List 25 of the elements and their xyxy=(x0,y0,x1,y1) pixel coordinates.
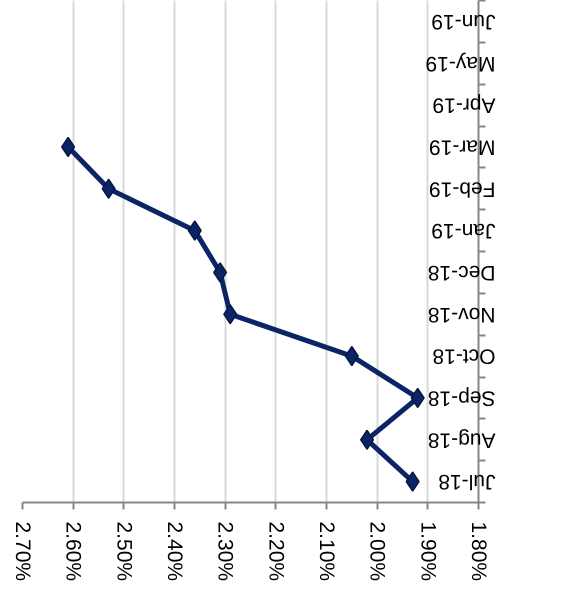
y-tick-label: Feb-19 xyxy=(428,177,496,200)
y-tick-label: Sep-18 xyxy=(428,386,496,410)
y-tick-label: Dec-18 xyxy=(428,260,496,284)
y-tick-label: Nov-18 xyxy=(428,302,496,326)
x-tick-label: 2.20% xyxy=(264,522,288,582)
y-tick-label: Jul-18 xyxy=(438,470,496,494)
y-tick-label: Jun-19 xyxy=(431,10,496,33)
x-tick-label: 2.30% xyxy=(214,522,237,582)
y-tick-label: Apr-19 xyxy=(432,94,496,117)
x-tick-label: 2.00% xyxy=(366,522,389,582)
y-tick-label: Jan-19 xyxy=(431,219,496,242)
point xyxy=(360,430,374,450)
point xyxy=(223,304,238,324)
x-tick-label: 1.80% xyxy=(467,522,490,582)
x-tick-label: 2.50% xyxy=(112,522,136,582)
y-tick-label: Oct-18 xyxy=(432,344,496,368)
y-tick-label: Aug-18 xyxy=(428,428,496,452)
y-tick-label: May-19 xyxy=(425,52,496,75)
point xyxy=(102,178,116,199)
x-tick-label: 2.10% xyxy=(315,522,338,582)
x-tick-label: 1.90% xyxy=(416,522,440,582)
x-tick-label: 2.60% xyxy=(62,522,85,582)
x-tick-label: 2.70% xyxy=(11,522,34,582)
y-tick-label: Mar-19 xyxy=(428,135,496,158)
x-tick-label: 2.40% xyxy=(163,522,186,582)
